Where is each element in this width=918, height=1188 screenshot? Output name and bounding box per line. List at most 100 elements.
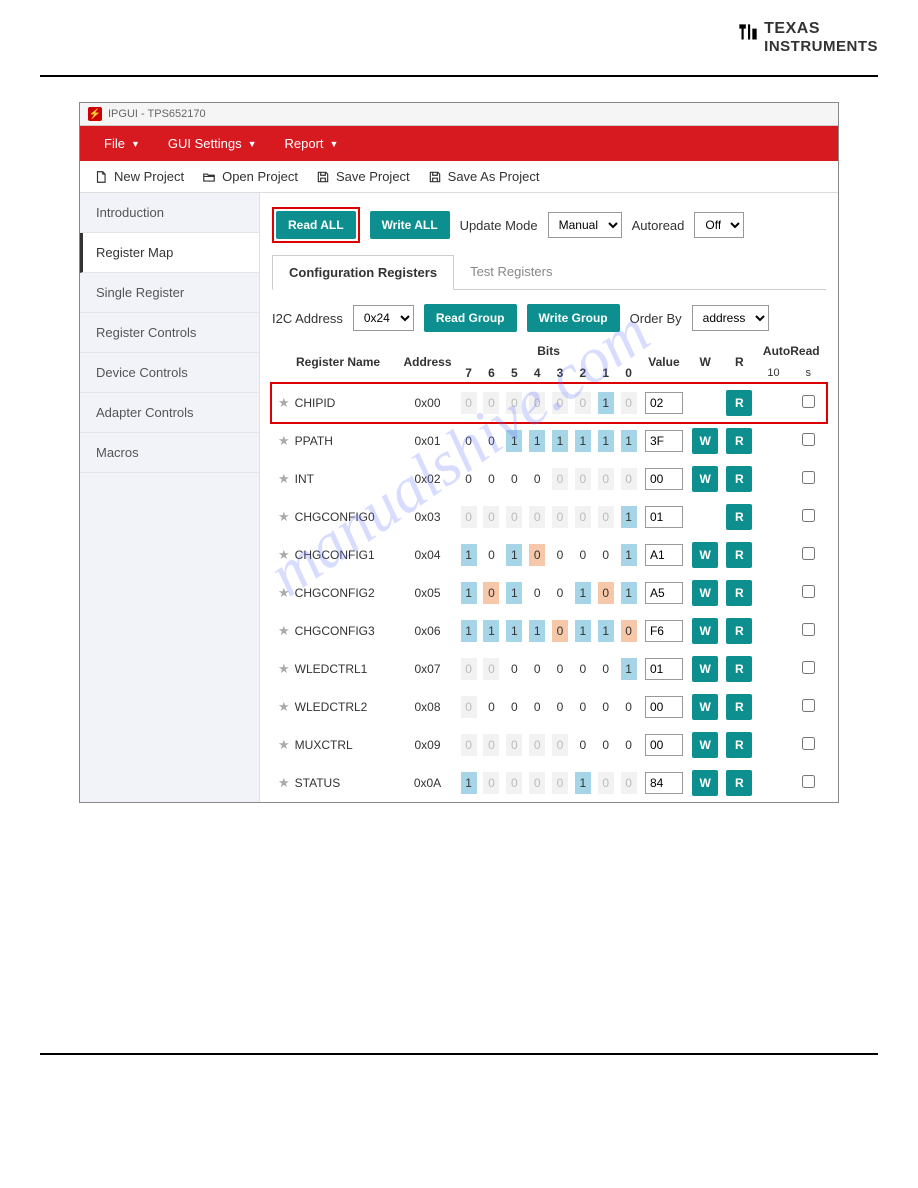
read-button[interactable]: R — [726, 656, 752, 682]
register-name-cell[interactable]: ★WLEDCTRL1 — [272, 650, 398, 688]
bit-cell[interactable]: 0 — [480, 460, 503, 498]
register-name-cell[interactable]: ★CHGCONFIG1 — [272, 536, 398, 574]
read-button[interactable]: R — [726, 580, 752, 606]
register-name-cell[interactable]: ★INT — [272, 460, 398, 498]
bit-cell[interactable]: 0 — [594, 764, 617, 802]
value-input[interactable] — [645, 430, 683, 452]
bit-cell[interactable]: 0 — [526, 650, 549, 688]
read-button[interactable]: R — [726, 428, 752, 454]
tab-configuration-registers[interactable]: Configuration Registers — [272, 255, 454, 290]
bit-cell[interactable]: 1 — [594, 612, 617, 650]
bit-cell[interactable]: 1 — [503, 574, 526, 612]
read-button[interactable]: R — [726, 694, 752, 720]
value-input[interactable] — [645, 468, 683, 490]
read-button[interactable]: R — [726, 466, 752, 492]
value-input[interactable] — [645, 506, 683, 528]
tab-test-registers[interactable]: Test Registers — [454, 255, 568, 289]
write-all-button[interactable]: Write ALL — [370, 211, 450, 239]
sidebar-item-introduction[interactable]: Introduction — [80, 193, 259, 233]
bit-cell[interactable]: 0 — [526, 460, 549, 498]
star-icon[interactable]: ★ — [278, 661, 290, 676]
bit-cell[interactable]: 0 — [480, 498, 503, 536]
read-button[interactable]: R — [726, 542, 752, 568]
read-button[interactable]: R — [726, 390, 752, 416]
register-name-cell[interactable]: ★PPATH — [272, 422, 398, 460]
bit-cell[interactable]: 1 — [457, 612, 480, 650]
bit-cell[interactable]: 0 — [457, 650, 480, 688]
write-button[interactable]: W — [692, 618, 718, 644]
bit-cell[interactable]: 0 — [571, 726, 594, 764]
bit-cell[interactable]: 0 — [594, 650, 617, 688]
bit-cell[interactable]: 0 — [571, 688, 594, 726]
bit-cell[interactable]: 0 — [617, 612, 640, 650]
sidebar-item-adapter-controls[interactable]: Adapter Controls — [80, 393, 259, 433]
bit-cell[interactable]: 0 — [549, 536, 572, 574]
bit-cell[interactable]: 0 — [571, 384, 594, 422]
write-group-button[interactable]: Write Group — [527, 304, 620, 332]
bit-cell[interactable]: 1 — [594, 422, 617, 460]
menu-file[interactable]: File ▼ — [90, 126, 154, 161]
bit-cell[interactable]: 1 — [571, 422, 594, 460]
bit-cell[interactable]: 0 — [503, 764, 526, 802]
register-name-cell[interactable]: ★CHGCONFIG3 — [272, 612, 398, 650]
save-as-project-button[interactable]: Save As Project — [428, 169, 540, 184]
value-input[interactable] — [645, 772, 683, 794]
bit-cell[interactable]: 0 — [549, 650, 572, 688]
bit-cell[interactable]: 0 — [549, 384, 572, 422]
bit-cell[interactable]: 0 — [617, 688, 640, 726]
new-project-button[interactable]: New Project — [94, 169, 184, 184]
bit-cell[interactable]: 0 — [594, 688, 617, 726]
write-button[interactable]: W — [692, 732, 718, 758]
bit-cell[interactable]: 0 — [457, 422, 480, 460]
bit-cell[interactable]: 1 — [571, 764, 594, 802]
bit-cell[interactable]: 0 — [594, 460, 617, 498]
bit-cell[interactable]: 1 — [617, 536, 640, 574]
value-input[interactable] — [645, 582, 683, 604]
autoread-checkbox[interactable] — [802, 509, 815, 522]
value-input[interactable] — [645, 696, 683, 718]
star-icon[interactable]: ★ — [278, 547, 290, 562]
bit-cell[interactable]: 0 — [457, 688, 480, 726]
sidebar-item-single-register[interactable]: Single Register — [80, 273, 259, 313]
sidebar-item-register-map[interactable]: Register Map — [80, 233, 259, 273]
star-icon[interactable]: ★ — [278, 775, 290, 790]
bit-cell[interactable]: 0 — [571, 498, 594, 536]
bit-cell[interactable]: 0 — [549, 498, 572, 536]
bit-cell[interactable]: 0 — [594, 498, 617, 536]
register-name-cell[interactable]: ★CHGCONFIG0 — [272, 498, 398, 536]
register-name-cell[interactable]: ★CHGCONFIG2 — [272, 574, 398, 612]
autoread-checkbox[interactable] — [802, 737, 815, 750]
value-input[interactable] — [645, 392, 683, 414]
bit-cell[interactable]: 0 — [617, 460, 640, 498]
star-icon[interactable]: ★ — [278, 471, 290, 486]
autoread-checkbox[interactable] — [802, 395, 815, 408]
value-input[interactable] — [645, 620, 683, 642]
read-button[interactable]: R — [726, 732, 752, 758]
write-button[interactable]: W — [692, 428, 718, 454]
open-project-button[interactable]: Open Project — [202, 169, 298, 184]
bit-cell[interactable]: 0 — [480, 688, 503, 726]
bit-cell[interactable]: 0 — [526, 384, 549, 422]
sidebar-item-macros[interactable]: Macros — [80, 433, 259, 473]
bit-cell[interactable]: 0 — [571, 460, 594, 498]
autoread-checkbox[interactable] — [802, 699, 815, 712]
bit-cell[interactable]: 0 — [457, 726, 480, 764]
autoread-select[interactable]: Off — [694, 212, 744, 238]
autoread-checkbox[interactable] — [802, 775, 815, 788]
bit-cell[interactable]: 1 — [457, 764, 480, 802]
autoread-checkbox[interactable] — [802, 547, 815, 560]
bit-cell[interactable]: 1 — [549, 422, 572, 460]
star-icon[interactable]: ★ — [278, 433, 290, 448]
read-group-button[interactable]: Read Group — [424, 304, 517, 332]
bit-cell[interactable]: 0 — [526, 726, 549, 764]
write-button[interactable]: W — [692, 580, 718, 606]
bit-cell[interactable]: 0 — [571, 536, 594, 574]
bit-cell[interactable]: 0 — [503, 688, 526, 726]
bit-cell[interactable]: 0 — [526, 764, 549, 802]
star-icon[interactable]: ★ — [278, 699, 290, 714]
autoread-checkbox[interactable] — [802, 623, 815, 636]
bit-cell[interactable]: 1 — [457, 574, 480, 612]
bit-cell[interactable]: 1 — [480, 612, 503, 650]
bit-cell[interactable]: 0 — [503, 650, 526, 688]
bit-cell[interactable]: 1 — [617, 650, 640, 688]
